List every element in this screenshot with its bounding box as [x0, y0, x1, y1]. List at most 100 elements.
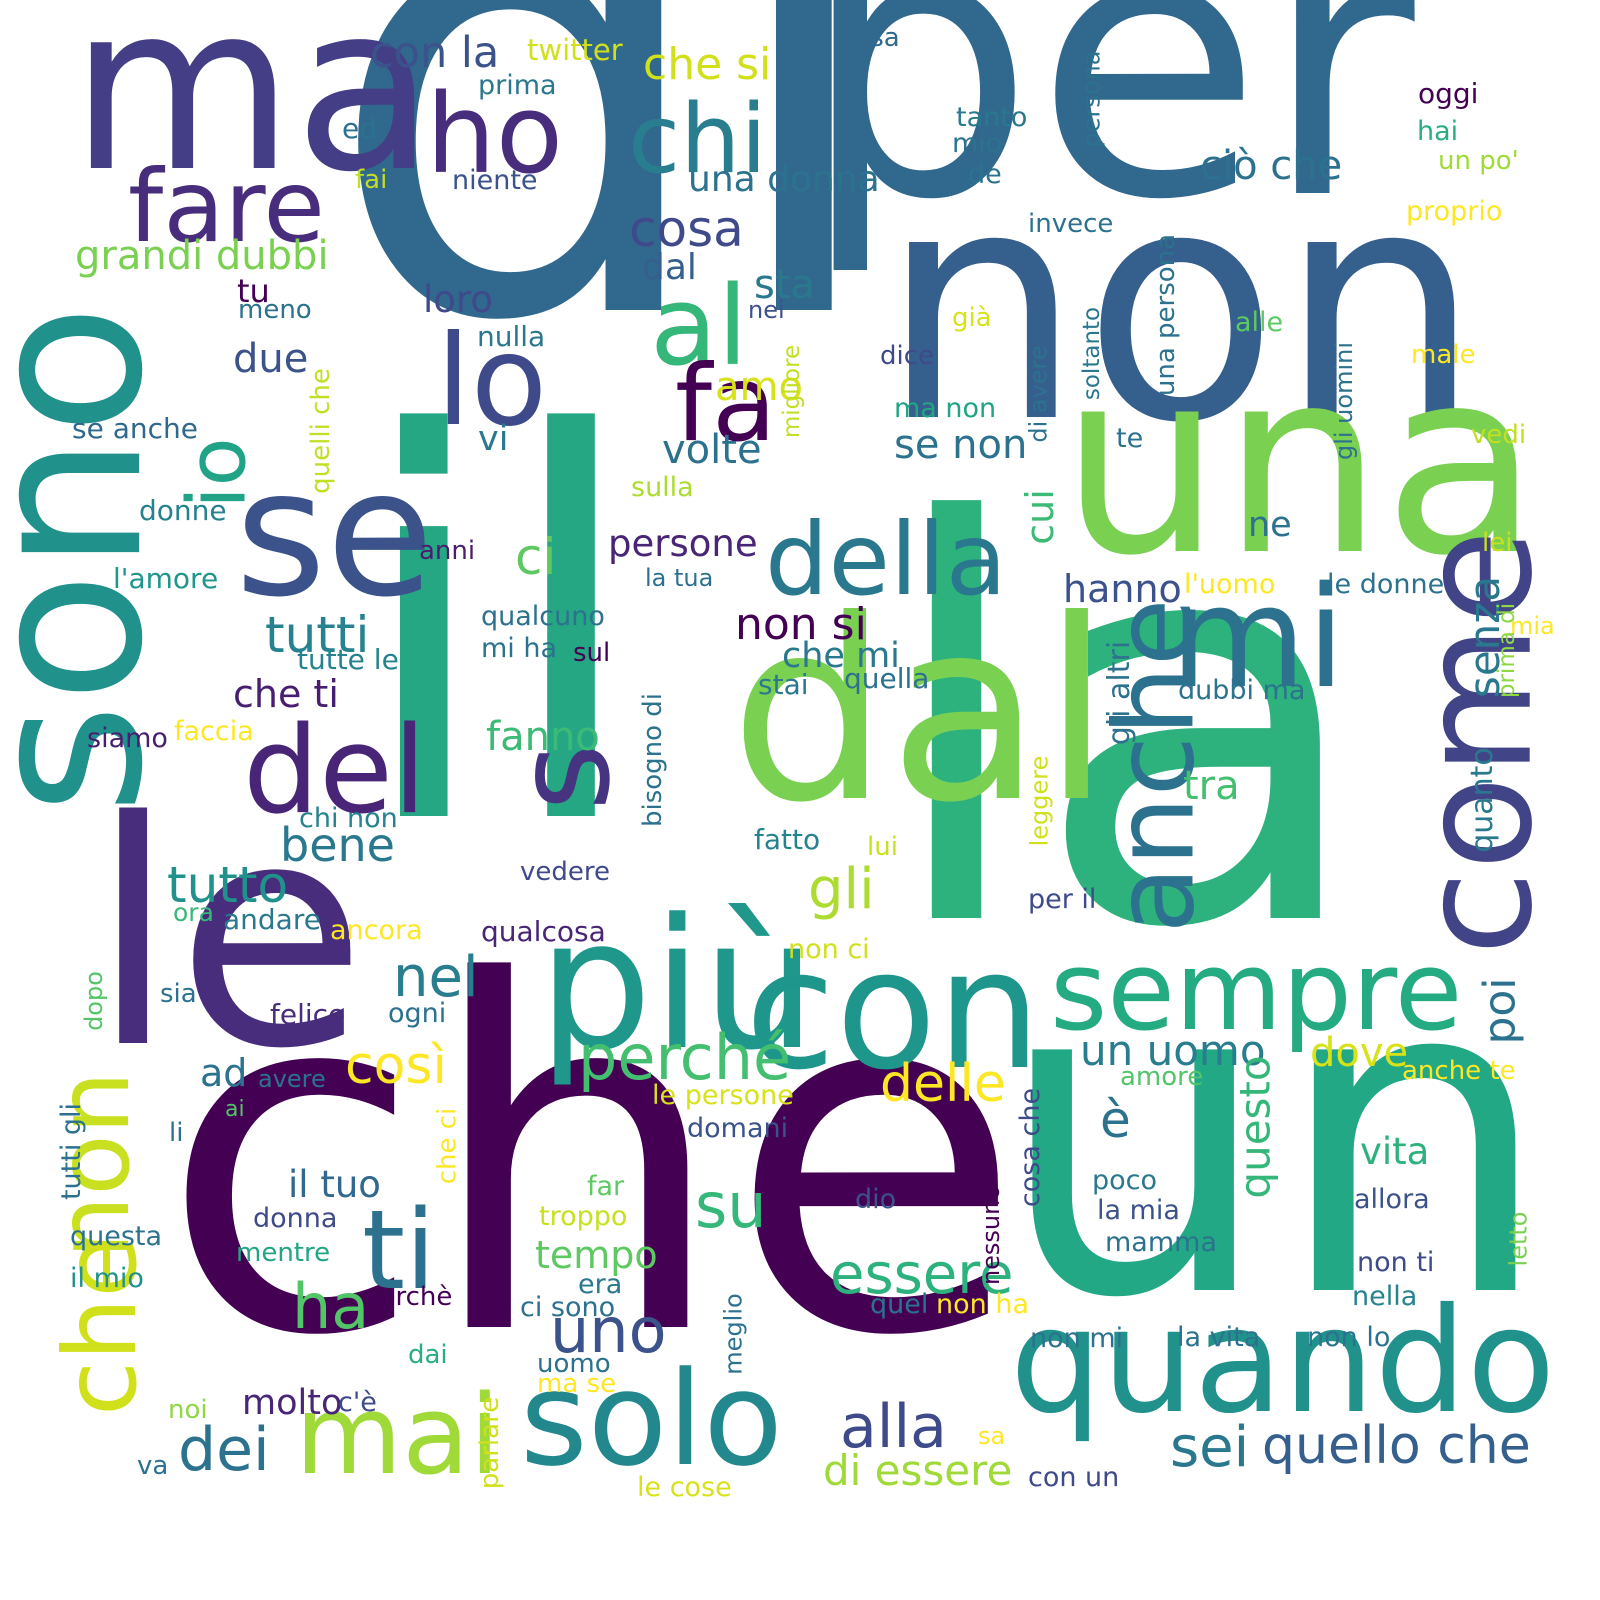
- cloud-word: mi: [1170, 557, 1346, 720]
- cloud-word: mi ha: [481, 633, 558, 664]
- cloud-word: molto: [242, 1383, 343, 1423]
- cloud-word: l'uomo: [1184, 569, 1276, 600]
- cloud-word: dubbi ma: [1178, 675, 1306, 706]
- cloud-word: tanto: [956, 102, 1028, 133]
- cloud-word: tra: [1183, 763, 1240, 809]
- cloud-word: sei: [1170, 1415, 1250, 1480]
- cloud-word: un po': [1438, 146, 1519, 176]
- cloud-word: ancora: [330, 915, 423, 946]
- cloud-word: far: [587, 1171, 625, 1202]
- cloud-word: tutti: [265, 606, 370, 664]
- cloud-word: donna: [253, 1203, 338, 1234]
- cloud-word: de: [968, 159, 1002, 190]
- cloud-word: di: [324, 0, 890, 457]
- cloud-word: li: [169, 1118, 184, 1148]
- cloud-word: la tua: [645, 564, 714, 592]
- cloud-word: dice: [880, 341, 935, 371]
- cloud-word: volte: [662, 427, 762, 473]
- cloud-word: quando: [1010, 1277, 1556, 1446]
- cloud-word: il mio: [70, 1263, 144, 1294]
- cloud-word: perchè: [363, 1282, 453, 1312]
- cloud-word: ogni: [388, 998, 447, 1029]
- cloud-word: niente: [452, 165, 538, 196]
- cloud-word: dal: [642, 247, 697, 288]
- cloud-word: con la: [370, 28, 500, 78]
- cloud-word: invece: [1028, 209, 1114, 239]
- cloud-word: ci: [515, 528, 557, 586]
- cloud-word: una: [1060, 315, 1540, 612]
- cloud-word: meglio: [719, 1293, 748, 1375]
- cloud-word: ha: [292, 1270, 370, 1343]
- cloud-word: dopo: [79, 971, 108, 1031]
- cloud-word: non ti: [1357, 1247, 1435, 1278]
- cloud-word: nella: [1352, 1281, 1418, 1312]
- cloud-word: felice: [270, 998, 346, 1031]
- cloud-word: vedi: [1471, 420, 1527, 450]
- cloud-word: ad: [200, 1051, 248, 1095]
- cloud-word: te: [1116, 423, 1144, 454]
- cloud-word: proprio: [1406, 196, 1503, 227]
- cloud-word: ora: [173, 898, 214, 927]
- cloud-word: chi non: [299, 803, 398, 834]
- cloud-word: su: [695, 1169, 767, 1242]
- cloud-word: sul: [573, 638, 611, 668]
- cloud-word: donne: [139, 494, 227, 527]
- cloud-word: chi: [628, 85, 767, 195]
- cloud-word: al: [650, 262, 748, 390]
- cloud-word: così: [345, 1036, 447, 1096]
- cloud-word: parlare: [475, 1396, 506, 1490]
- cloud-word: bisogno di: [638, 692, 669, 828]
- cloud-word: della: [765, 501, 1007, 618]
- cloud-word: gli altri: [1102, 640, 1138, 746]
- cloud-word: ma non: [894, 393, 997, 424]
- cloud-word: leggere: [1025, 755, 1054, 847]
- cloud-word: casa: [840, 23, 900, 53]
- cloud-word: sta: [754, 262, 816, 308]
- cloud-word: sia: [160, 979, 197, 1009]
- cloud-word: che: [160, 882, 1024, 1441]
- cloud-word: meno: [238, 295, 312, 325]
- cloud-word: le donne: [1327, 569, 1445, 600]
- cloud-word: lo: [436, 309, 548, 454]
- cloud-word: alle: [1235, 307, 1284, 338]
- cloud-word: non lo: [1307, 1322, 1391, 1353]
- cloud-word: avere: [258, 1065, 326, 1093]
- cloud-word: di essere: [823, 1446, 1013, 1495]
- cloud-word: il: [350, 324, 645, 941]
- cloud-word: dove: [1310, 1030, 1409, 1076]
- cloud-word: le cose: [637, 1472, 732, 1503]
- cloud-word: un: [995, 882, 1553, 1394]
- cloud-word: vi: [478, 419, 509, 459]
- cloud-word: perché: [578, 1021, 792, 1094]
- cloud-word: sulla: [631, 472, 694, 503]
- cloud-word: twitter: [527, 33, 623, 67]
- cloud-word: persona: [1077, 50, 1106, 148]
- cloud-word: tempo: [535, 1233, 658, 1277]
- cloud-word: grandi dubbi: [75, 233, 329, 279]
- cloud-word: se: [235, 433, 434, 636]
- cloud-word: fare: [128, 148, 325, 265]
- cloud-word: solo: [520, 1343, 783, 1495]
- cloud-word: ciò che: [1200, 143, 1343, 189]
- cloud-word: lei: [1482, 528, 1513, 558]
- cloud-word: non si: [735, 599, 867, 650]
- cloud-word: dal: [730, 566, 1112, 857]
- cloud-word: vedere: [520, 857, 610, 887]
- cloud-word: non: [880, 121, 1482, 493]
- cloud-word: dei: [178, 1415, 270, 1485]
- cloud-word: hai: [1417, 116, 1459, 147]
- cloud-word: noi: [168, 1395, 208, 1425]
- cloud-word: prima: [478, 70, 557, 101]
- cloud-word: alla: [840, 1392, 947, 1462]
- cloud-word: due: [233, 336, 309, 382]
- cloud-word: cosa: [629, 200, 744, 258]
- cloud-word: quanto: [1464, 747, 1500, 853]
- cloud-word: qualcuno: [481, 601, 605, 632]
- cloud-word: anni: [419, 536, 476, 566]
- cloud-word: ci sono: [520, 1292, 616, 1323]
- cloud-word: delle: [880, 1054, 1006, 1114]
- cloud-word: che mi: [782, 636, 900, 676]
- cloud-word: mamma: [1105, 1227, 1217, 1258]
- cloud-word: ed: [342, 112, 377, 145]
- cloud-word: ho: [426, 70, 564, 198]
